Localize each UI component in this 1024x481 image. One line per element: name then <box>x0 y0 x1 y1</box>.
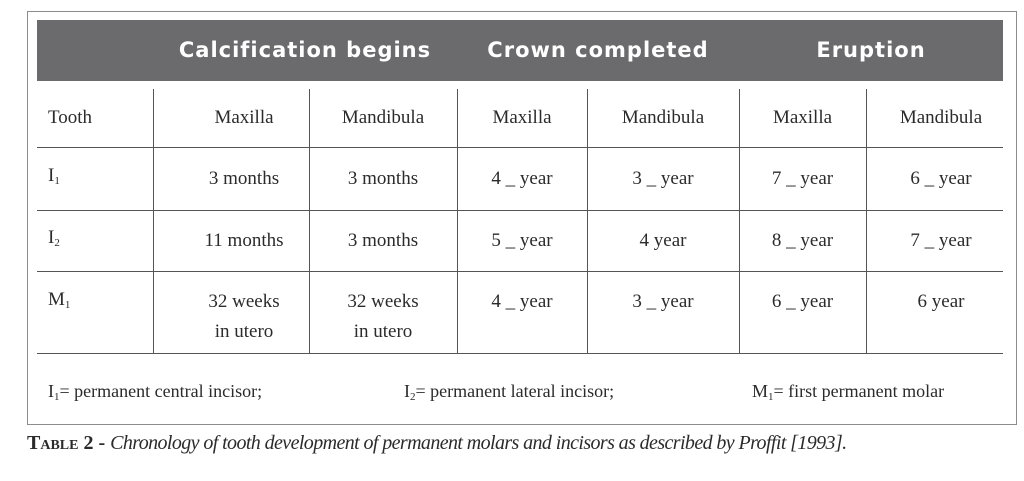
subheader-calcification-maxilla: Maxilla <box>214 107 274 128</box>
table-cell: 3 months <box>208 167 280 189</box>
table-cell: 6 _ year <box>771 291 834 312</box>
table-cell: 3 months <box>347 229 419 251</box>
table-cell: 32 weeks in utero <box>180 287 308 349</box>
column-divider <box>866 89 867 353</box>
footnote-m1: M1= first permanent molar <box>752 381 945 403</box>
cell-line: 32 weeks <box>208 291 280 312</box>
subheader-crown-mandibula: Mandibula <box>621 107 705 128</box>
tooth-label-i2: I2 <box>48 227 60 249</box>
caption-text: Chronology of tooth development of perma… <box>110 432 847 454</box>
row-divider <box>37 271 1003 272</box>
subheader-crown-maxilla: Maxilla <box>492 107 552 128</box>
table-cell: 7 _ year <box>910 229 972 251</box>
footnote-i1: I1= permanent central incisor; <box>48 381 263 403</box>
subheader-eruption-mandibula: Mandibula <box>899 107 983 128</box>
column-divider <box>587 89 588 353</box>
subheader-calcification-mandibula: Mandibula <box>341 107 425 128</box>
table-caption: Table 2 - Chronology of tooth developmen… <box>27 432 1017 455</box>
header-calcification-begins: Calcification begins <box>178 38 432 62</box>
tooth-label-m1: M1 <box>48 288 71 311</box>
cell-line: in utero <box>353 321 413 342</box>
subheader-tooth: Tooth <box>48 107 93 128</box>
table-cell: 11 months <box>204 229 284 251</box>
subheader-eruption-maxilla: Maxilla <box>772 107 833 128</box>
row-divider <box>37 147 1003 148</box>
table-cell: 4 year <box>639 229 687 251</box>
table-cell: 5 _ year <box>491 229 553 251</box>
table-cell: 8 _ year <box>771 229 834 251</box>
table-cell: 6 _ year <box>910 167 972 189</box>
cell-line: 32 weeks <box>347 291 419 312</box>
footnote-i2: I2= permanent lateral incisor; <box>404 381 615 403</box>
tooth-label-i1: I1 <box>48 165 60 187</box>
caption-label: Table 2 - <box>27 432 106 454</box>
column-divider <box>309 89 310 353</box>
table-cell: 7 _ year <box>771 167 834 189</box>
table-frame <box>27 11 1017 425</box>
header-crown-completed: Crown completed <box>487 38 709 62</box>
column-divider <box>153 89 154 353</box>
column-divider <box>457 89 458 353</box>
table-bottom-rule <box>37 353 1003 354</box>
table-cell: 3 months <box>347 167 419 189</box>
cell-line: in utero <box>214 321 274 342</box>
table-cell: 3 _ year <box>632 291 694 312</box>
row-divider <box>37 210 1003 211</box>
header-eruption: Eruption <box>816 38 926 62</box>
table-header-band <box>37 20 1003 81</box>
table-cell: 4 _ year <box>491 291 553 312</box>
column-divider <box>739 89 740 353</box>
table-cell: 3 _ year <box>632 167 694 189</box>
table-cell: 6 year <box>917 291 965 312</box>
table-cell: 32 weeks in utero <box>309 287 457 349</box>
table-cell: 4 _ year <box>491 167 553 189</box>
